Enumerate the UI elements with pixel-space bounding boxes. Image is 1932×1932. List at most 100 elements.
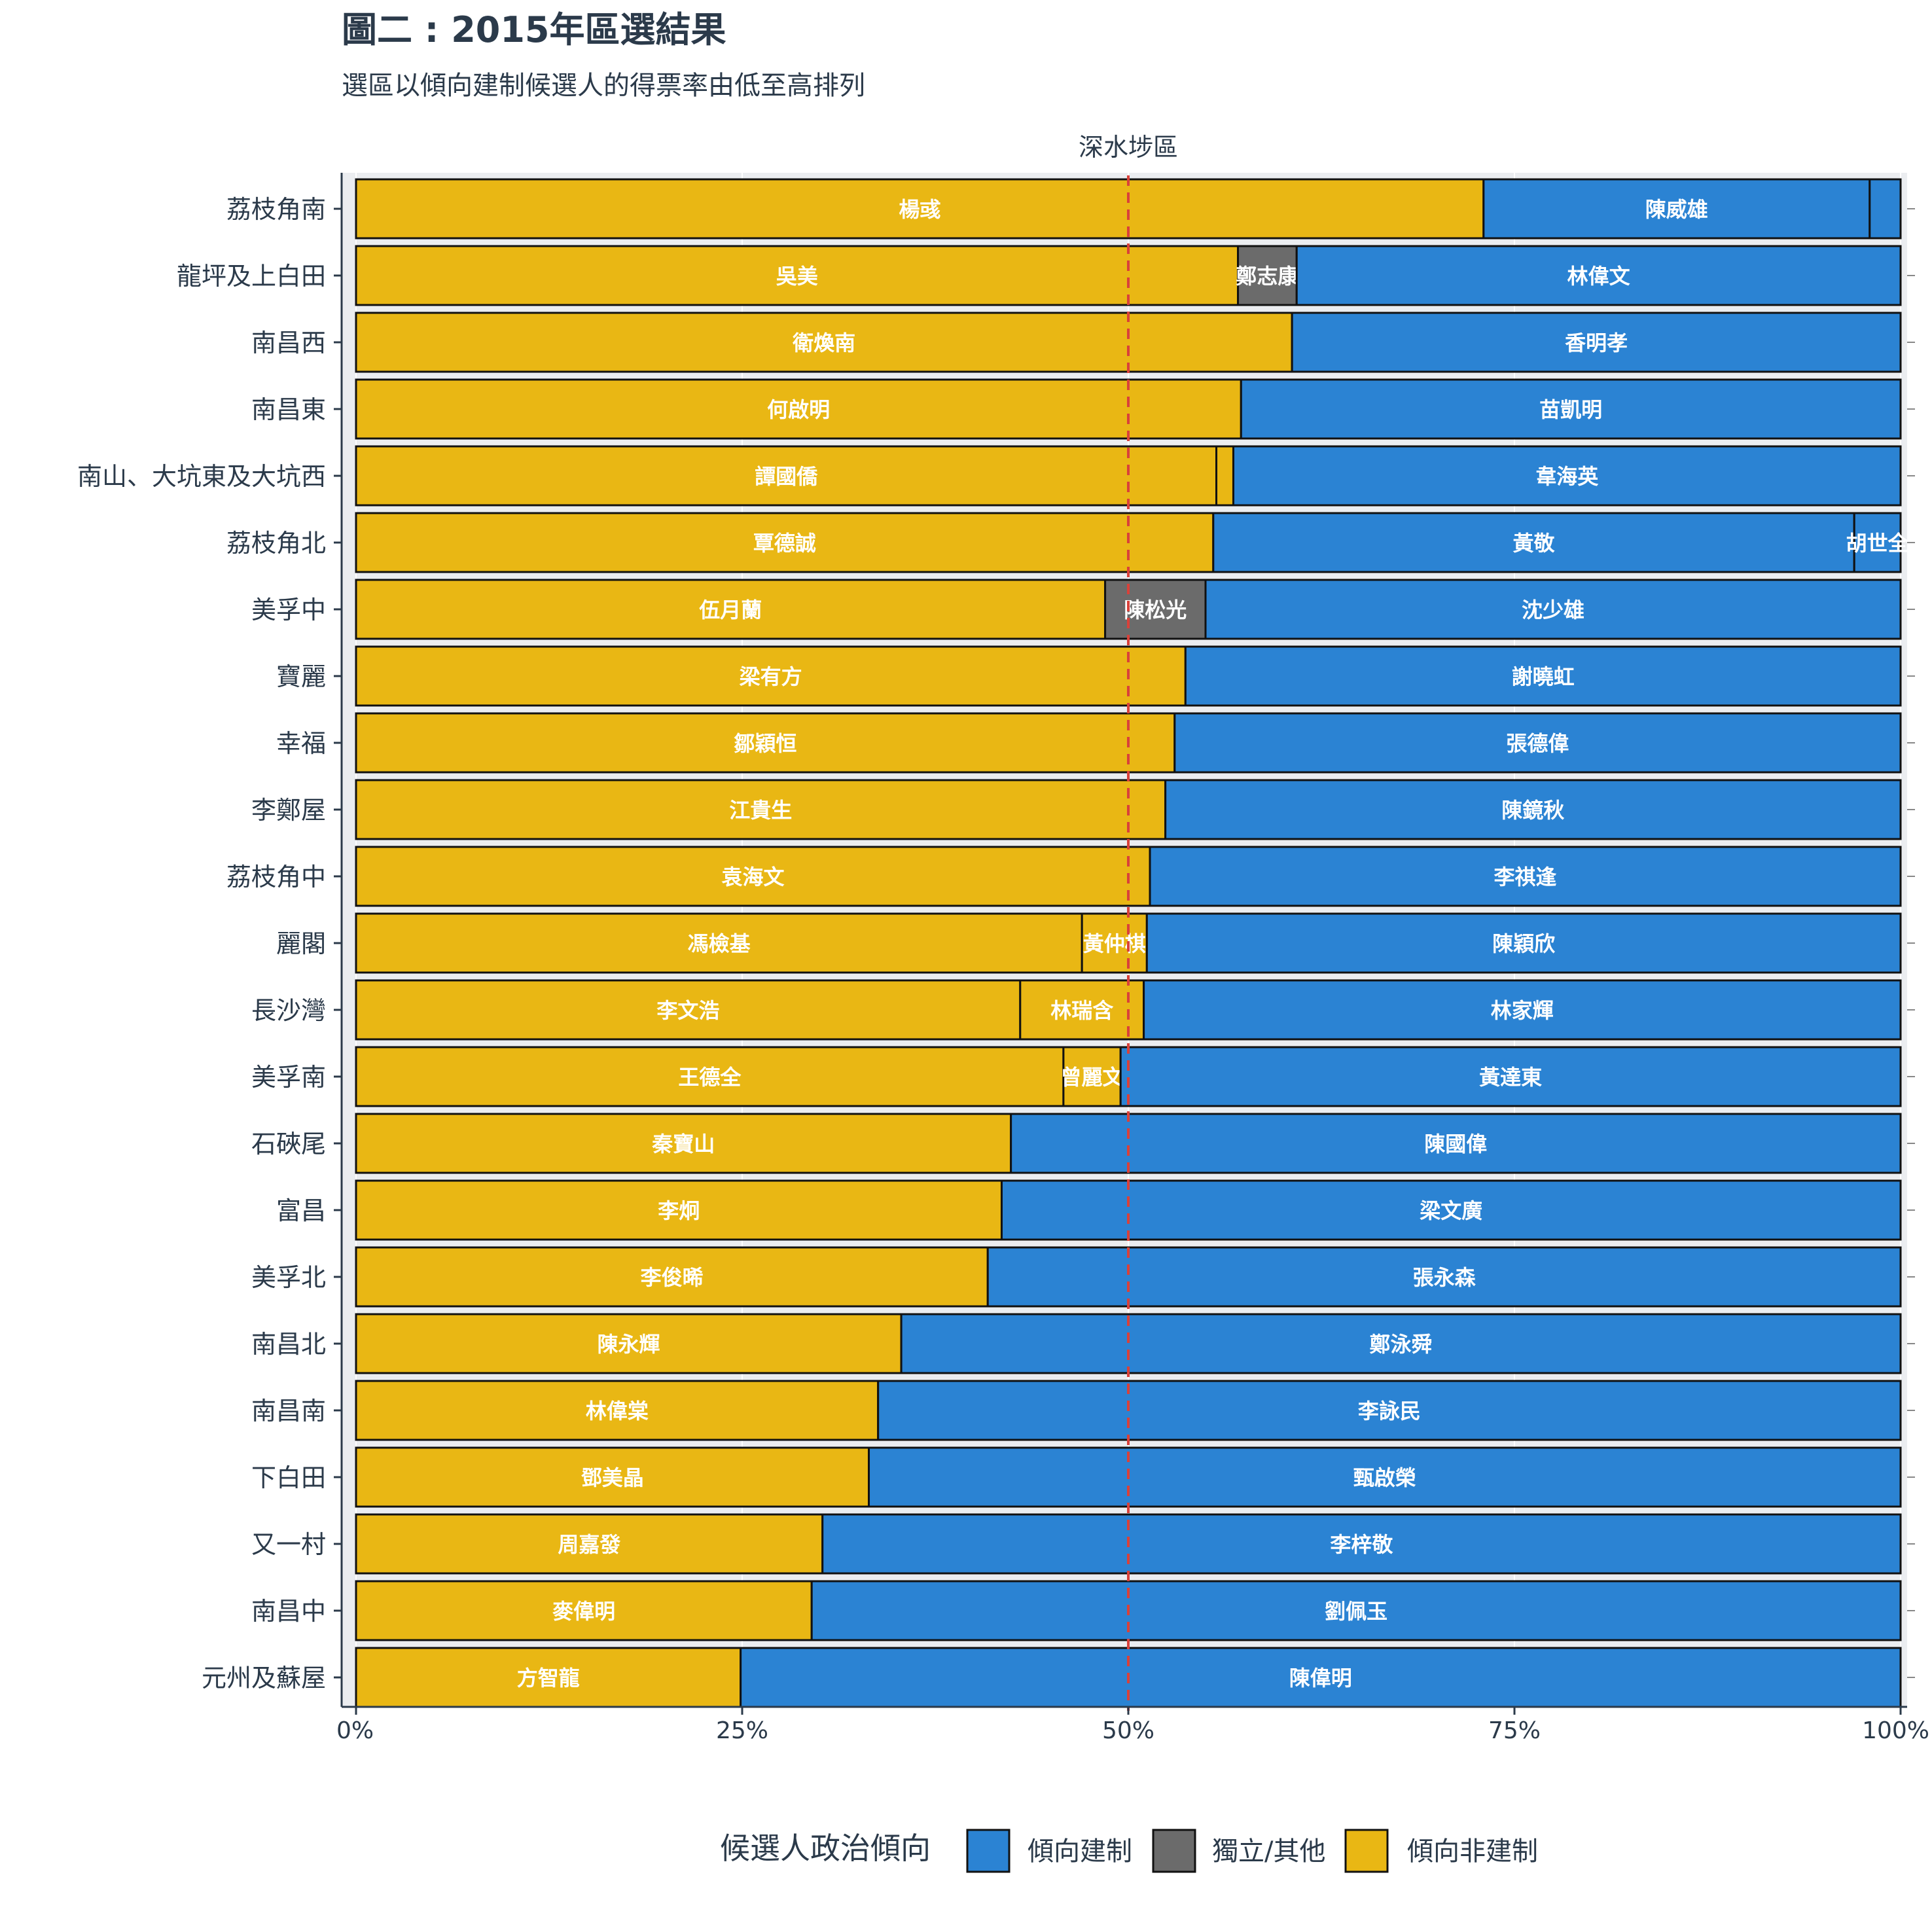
y-tick-label: 南昌中 <box>251 1597 326 1626</box>
bar-segment <box>1164 779 1902 840</box>
bar-segment-label: 馮檢基 <box>688 931 751 956</box>
bar-segment <box>1173 712 1902 774</box>
bar-segment-label: 衛煥南 <box>792 331 855 355</box>
legend-swatch-pro <box>966 1829 1011 1873</box>
bar-segment-label: 陳鏡秋 <box>1501 798 1564 823</box>
bar-segment <box>355 645 1187 707</box>
bar-segment <box>821 1513 1902 1575</box>
bar-segment <box>986 1246 1902 1308</box>
bar-segment-label: 周嘉發 <box>558 1532 620 1557</box>
bar-segment <box>355 1446 870 1508</box>
bar-segment-label: 何啟明 <box>767 397 830 422</box>
bar-segment <box>355 1046 1065 1107</box>
y-tick-label: 南山、大坑東及大坑西 <box>77 462 326 491</box>
legend-label-ind: 獨立/其他 <box>1212 1836 1325 1867</box>
bar-segment <box>877 1380 1902 1441</box>
bar-segment <box>355 1380 880 1441</box>
bar-segment-label: 黃達東 <box>1479 1065 1542 1090</box>
bar-segment <box>1081 912 1148 974</box>
bar-segment-label: 鄧美晶 <box>581 1465 644 1490</box>
bar-segment-label: 鄒穎恒 <box>734 731 796 756</box>
bar-segment-label: 陳威雄 <box>1645 197 1708 222</box>
y-tick-label: 又一村 <box>251 1530 326 1559</box>
bar-segment-label: 李炯 <box>658 1198 700 1223</box>
bar-segment-label: 李文浩 <box>656 998 719 1023</box>
bar-segment-label: 張永森 <box>1413 1265 1476 1290</box>
bar-segment-label: 李梓敬 <box>1330 1532 1393 1557</box>
facet-label: 深水埗區 <box>1079 133 1178 162</box>
bar-segment-label: 黃敬 <box>1512 531 1555 556</box>
y-tick-label: 麗閣 <box>276 929 326 958</box>
y-tick-label: 美孚北 <box>251 1263 326 1292</box>
bar-segment <box>810 1580 1902 1641</box>
bar-segment <box>355 712 1176 774</box>
legend-label-non: 傾向非建制 <box>1407 1836 1538 1867</box>
bar-segment <box>355 979 1022 1041</box>
bar-segment-label: 李俊晞 <box>641 1265 704 1290</box>
y-tick-label: 李鄭屋 <box>251 796 326 825</box>
bar-segment-label: 沈少雄 <box>1522 598 1584 622</box>
bar-segment <box>355 1313 903 1374</box>
bar-segment <box>355 912 1083 974</box>
bar-segment <box>355 1513 824 1575</box>
bar-segment-label: 林瑞含 <box>1050 998 1114 1023</box>
bar-segment <box>740 1647 1902 1708</box>
bar-segment-label: 秦寶山 <box>651 1132 715 1156</box>
bar-segment-label: 王德全 <box>678 1065 742 1090</box>
bar-segment-label: 香明孝 <box>1565 331 1628 355</box>
bar-segment <box>1062 1046 1122 1107</box>
chart-title: 圖二 : 2015年區選結果 <box>342 9 726 50</box>
y-tick-label: 龍坪及上白田 <box>177 262 326 291</box>
bar-segment <box>1215 445 1234 507</box>
bar-segment-label: 方智龍 <box>517 1666 580 1690</box>
y-tick-label: 南昌北 <box>251 1330 326 1359</box>
bar-segment <box>900 1313 1902 1374</box>
bar-segment <box>355 512 1215 573</box>
bar-segment <box>1145 912 1902 974</box>
bar-segment-label: 張德偉 <box>1506 731 1569 756</box>
y-tick-label: 荔枝角南 <box>226 195 326 224</box>
bar-segment <box>355 1580 813 1641</box>
bar-segment <box>1295 245 1902 306</box>
bar-segment-label: 譚國僑 <box>755 464 818 489</box>
bar-segment-label: 鄭志康 <box>1236 264 1299 289</box>
y-tick-label: 南昌南 <box>251 1397 326 1425</box>
y-tick-label: 幸福 <box>276 729 326 758</box>
chart-subtitle: 選區以傾向建制候選人的得票率由低至高排列 <box>342 71 865 101</box>
bar-segment <box>1000 1179 1902 1241</box>
bar-segment-label: 梁有方 <box>740 664 802 689</box>
bar-segment <box>1212 512 1855 573</box>
bar-segment <box>1232 445 1902 507</box>
bar-segment-label: 梁文廣 <box>1420 1198 1482 1223</box>
legend-title: 候選人政治傾向 <box>720 1831 931 1866</box>
bar-segment <box>355 378 1242 440</box>
y-tick-label: 荔枝角北 <box>226 529 326 558</box>
bar-segment-label: 韋海英 <box>1535 464 1599 489</box>
bar-segment-label: 劉佩玉 <box>1325 1599 1387 1624</box>
bar-segment <box>1853 512 1902 573</box>
x-tick-label: 75% <box>1488 1717 1541 1744</box>
bar-segment-label: 楊彧 <box>899 197 940 222</box>
bar-segment <box>1143 979 1902 1041</box>
y-tick-label: 石硤尾 <box>251 1130 326 1158</box>
bar-segment <box>1482 178 1871 240</box>
bar-segment-label: 陳偉明 <box>1289 1666 1352 1690</box>
y-tick-label: 富昌 <box>276 1196 326 1225</box>
bar-segment <box>1240 378 1902 440</box>
bar-segment <box>355 779 1167 840</box>
y-tick-label: 長沙灣 <box>251 996 326 1025</box>
legend: 候選人政治傾向 傾向建制 獨立/其他 傾向非建制 <box>720 1829 1538 1873</box>
bar-segment <box>1019 979 1145 1041</box>
bar-segment-label: 胡世全 <box>1846 531 1910 556</box>
y-tick-label: 南昌西 <box>251 329 326 357</box>
bar-segment <box>868 1446 1902 1508</box>
bar-segment <box>355 1113 1012 1174</box>
y-tick-label: 下白田 <box>251 1463 326 1492</box>
bar-segment-label: 鄭泳舜 <box>1370 1332 1433 1357</box>
bar-segment-label: 李詠民 <box>1358 1399 1421 1423</box>
y-tick-label: 元州及蘇屋 <box>202 1664 326 1692</box>
bar-segment-label: 麥偉明 <box>552 1599 615 1624</box>
bar-segment-label: 江貴生 <box>729 798 792 823</box>
bar-segment-label: 曾麗文 <box>1061 1065 1124 1090</box>
